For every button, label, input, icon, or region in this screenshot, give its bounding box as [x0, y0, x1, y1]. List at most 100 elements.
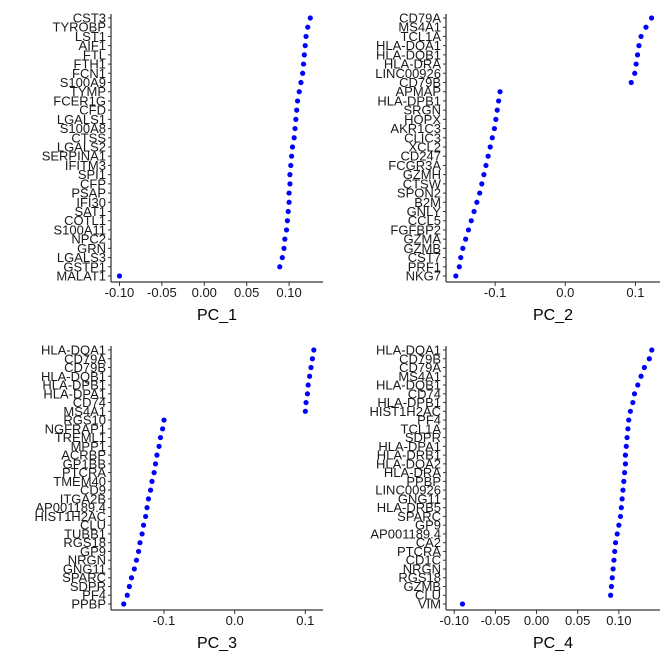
- y-tick-label: HLA-DQA1: [376, 343, 441, 358]
- y-tick-label: PRF1: [408, 259, 441, 274]
- data-point: [145, 496, 152, 502]
- x-tick-label: 0.0: [556, 285, 574, 300]
- y-tick-label: SDPR: [70, 579, 106, 594]
- y-tick-label: SPON2: [397, 186, 441, 201]
- y-tick-label: CLIC3: [404, 130, 441, 145]
- data-point: [137, 540, 143, 546]
- data-point: [294, 98, 301, 104]
- data-point: [485, 153, 491, 159]
- y-tick-label: HLA-DQB1: [376, 378, 441, 393]
- y-tick-label: NRGN: [68, 553, 106, 568]
- data-point: [135, 548, 142, 555]
- data-point: [152, 461, 159, 467]
- y-tick-label: TYROBP: [53, 20, 106, 35]
- data-point: [302, 408, 308, 414]
- data-point: [631, 391, 638, 397]
- x-tick-label: 0.10: [276, 285, 301, 300]
- y-tick-label: SERPINA1: [42, 149, 106, 164]
- data-point: [149, 478, 155, 484]
- data-point: [289, 144, 296, 150]
- y-tick-label: LGALS1: [57, 112, 106, 127]
- y-tick-label: CD79A: [64, 351, 106, 366]
- y-tick-label: HLA-DQB1: [41, 369, 106, 384]
- y-tick-label: SDPR: [405, 430, 441, 445]
- data-point: [633, 61, 639, 67]
- data-point: [474, 199, 480, 205]
- y-tick-label: CLU: [415, 588, 441, 603]
- data-point: [609, 575, 615, 581]
- data-point: [638, 373, 644, 379]
- y-tick-label: CD9: [80, 483, 106, 498]
- data-point: [154, 452, 160, 458]
- y-tick-label: PF4: [417, 413, 441, 428]
- y-tick-label: SAT1: [74, 204, 106, 219]
- y-tick-label: HLA-DRB1: [377, 448, 441, 463]
- y-tick-label: COTL1: [64, 213, 106, 228]
- panel-pc3: HLA-DQA1CD79ACD79BHLA-DQB1HLA-DPB1HLA-DP…: [34, 343, 323, 652]
- data-point: [301, 52, 307, 58]
- data-point: [159, 426, 166, 432]
- data-point: [296, 89, 302, 95]
- x-tick-label: 0.0: [226, 613, 244, 628]
- y-tick-label: TREML1: [55, 430, 106, 445]
- data-point: [627, 408, 633, 414]
- data-point: [620, 487, 626, 493]
- data-point: [281, 245, 287, 251]
- y-tick-label: MS4A1: [63, 404, 106, 419]
- data-point: [477, 190, 483, 196]
- y-tick-label: S100A9: [60, 75, 106, 90]
- x-tick-label: -0.05: [481, 613, 511, 628]
- y-tick-label: CD79B: [399, 75, 441, 90]
- data-point: [287, 172, 293, 178]
- data-point: [465, 227, 472, 233]
- y-tick-label: AP001189.4: [370, 526, 441, 541]
- x-tick-label: 0.1: [296, 613, 314, 628]
- data-point: [303, 399, 309, 406]
- y-tick-label: MS4A1: [398, 20, 441, 35]
- data-point: [622, 461, 629, 467]
- data-point: [481, 172, 487, 178]
- data-point: [494, 107, 500, 113]
- y-tick-label: AP001189.4: [35, 500, 106, 515]
- x-tick-label: -0.10: [439, 613, 469, 628]
- data-point: [608, 592, 614, 598]
- y-tick-label: NPC2: [71, 232, 106, 247]
- y-tick-label: ACRBP: [61, 448, 106, 463]
- data-point: [458, 254, 464, 261]
- y-tick-label: HOPX: [404, 112, 441, 127]
- y-tick-label: CFP: [80, 176, 106, 191]
- data-point: [302, 43, 308, 49]
- data-point: [621, 478, 627, 484]
- y-tick-label: TCL1A: [401, 421, 442, 436]
- y-tick-label: CD1C: [406, 553, 441, 568]
- data-point: [622, 452, 629, 458]
- data-point: [489, 135, 495, 141]
- data-point: [487, 144, 493, 150]
- x-tick-label: -0.1: [484, 285, 506, 300]
- y-tick-label: APMAP: [395, 84, 441, 99]
- y-tick-label: CTSW: [403, 176, 442, 191]
- y-tick-label: GZMA: [403, 232, 441, 247]
- data-point: [638, 33, 644, 40]
- data-point: [298, 79, 304, 86]
- y-tick-label: CCL5: [408, 213, 441, 228]
- data-point: [133, 557, 140, 563]
- y-tick-label: FGFBP2: [390, 222, 441, 237]
- y-tick-label: HLA-DQA1: [376, 38, 441, 53]
- y-tick-label: GNG11: [63, 561, 106, 576]
- data-point: [616, 522, 622, 528]
- data-point: [282, 236, 288, 242]
- y-tick-label: CD79A: [399, 360, 441, 375]
- data-point: [463, 236, 469, 242]
- x-axis-title: PC_2: [533, 307, 573, 324]
- y-tick-label: SPARC: [62, 570, 106, 585]
- data-point: [635, 382, 641, 388]
- data-point: [459, 601, 466, 607]
- data-point: [630, 399, 636, 406]
- y-tick-label: B2M: [414, 195, 441, 210]
- y-tick-label: CD247: [401, 149, 441, 164]
- y-tick-label: GNLY: [407, 204, 442, 219]
- data-point: [279, 254, 285, 261]
- data-point: [151, 470, 157, 476]
- y-tick-label: NKG7: [406, 269, 441, 284]
